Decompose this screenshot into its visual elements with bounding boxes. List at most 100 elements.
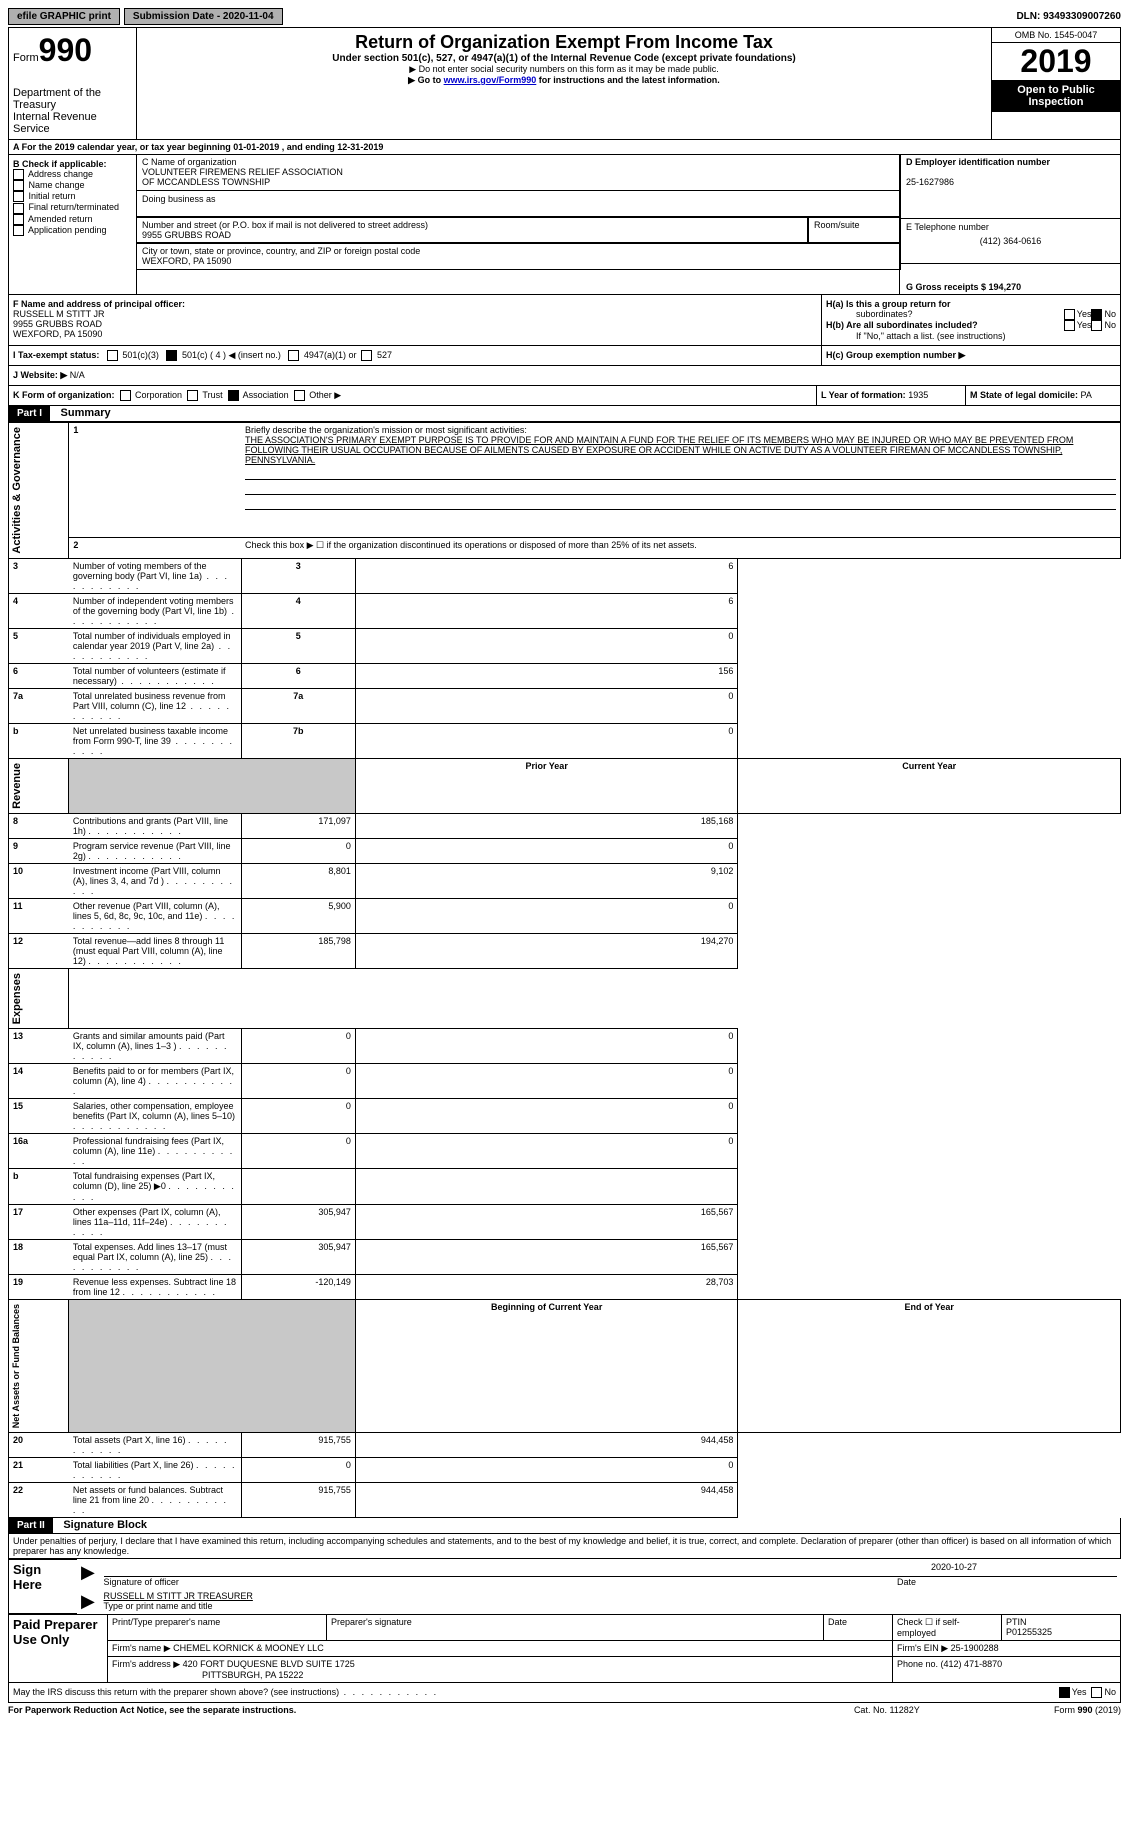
- preparer-name-label: Print/Type preparer's name: [108, 1615, 327, 1641]
- box-i: I Tax-exempt status: 501(c)(3) 501(c) ( …: [9, 346, 822, 365]
- telephone: (412) 364-0616: [906, 236, 1115, 246]
- firm-ein-label: Firm's EIN ▶: [897, 1643, 951, 1653]
- col-eoy: End of Year: [738, 1300, 1121, 1433]
- col-current-year: Current Year: [738, 758, 1121, 813]
- ein: 25-1627986: [906, 177, 954, 187]
- form-subtitle: Under section 501(c), 527, or 4947(a)(1)…: [141, 53, 987, 64]
- irs: Internal Revenue Service: [13, 111, 132, 135]
- omb-number: OMB No. 1545-0047: [992, 28, 1120, 43]
- dba: Doing business as: [136, 190, 901, 218]
- q2: Check this box ▶ ☐ if the organization d…: [241, 538, 1120, 558]
- table-row: 16aProfessional fundraising fees (Part I…: [9, 1134, 1121, 1169]
- box-b-item: Initial return: [13, 191, 132, 202]
- city-label: City or town, state or province, country…: [142, 246, 420, 256]
- part-2-title: Signature Block: [55, 1519, 147, 1531]
- form-header: Form990 Department of the Treasury Inter…: [8, 27, 1121, 140]
- box-b-item: Final return/terminated: [13, 202, 132, 213]
- addr-label: Number and street (or P.O. box if mail i…: [142, 220, 428, 230]
- pra-notice: For Paperwork Reduction Act Notice, see …: [8, 1705, 854, 1715]
- table-row: 22Net assets or fund balances. Subtract …: [9, 1483, 1121, 1518]
- ptin-label: PTIN: [1006, 1617, 1027, 1627]
- efile-print-button[interactable]: efile GRAPHIC print: [8, 8, 120, 25]
- table-row: 6Total number of volunteers (estimate if…: [9, 663, 1121, 688]
- box-b-item: Amended return: [13, 214, 132, 225]
- part-1-table: Activities & Governance 1 Briefly descri…: [8, 422, 1121, 1518]
- group-rev: Revenue: [9, 759, 25, 813]
- date-label: Date: [897, 1577, 1117, 1587]
- topbar: efile GRAPHIC print Submission Date - 20…: [8, 8, 1121, 25]
- table-row: bTotal fundraising expenses (Part IX, co…: [9, 1169, 1121, 1205]
- box-f: F Name and address of principal officer:…: [9, 295, 822, 345]
- sign-here: Sign Here: [13, 1562, 42, 1592]
- declaration: Under penalties of perjury, I declare th…: [8, 1534, 1121, 1559]
- box-g: G Gross receipts $ 194,270: [906, 282, 1021, 292]
- table-row: 4Number of independent voting members of…: [9, 593, 1121, 628]
- self-employed-check: Check ☐ if self-employed: [893, 1615, 1002, 1641]
- table-row: 9Program service revenue (Part VIII, lin…: [9, 838, 1121, 863]
- box-h-c: H(c) Group exemption number ▶: [822, 346, 1120, 365]
- table-row: 20Total assets (Part X, line 16) 915,755…: [9, 1433, 1121, 1458]
- org-name-1: VOLUNTEER FIREMENS RELIEF ASSOCIATION: [142, 167, 343, 177]
- firm-ein: 25-1900288: [951, 1643, 999, 1653]
- col-bcy: Beginning of Current Year: [355, 1300, 738, 1433]
- form-title: Return of Organization Exempt From Incom…: [141, 32, 987, 53]
- box-b-item: Address change: [13, 169, 132, 180]
- table-row: 18Total expenses. Add lines 13–17 (must …: [9, 1240, 1121, 1275]
- table-row: 21Total liabilities (Part X, line 26) 00: [9, 1458, 1121, 1483]
- open-public-inspection: Open to Public Inspection: [992, 80, 1120, 112]
- dept-treasury: Department of the Treasury: [13, 87, 132, 111]
- part-1-label: Part I: [9, 406, 50, 421]
- firm-addr-1: 420 FORT DUQUESNE BLVD SUITE 1725: [183, 1659, 355, 1669]
- box-c-label: C Name of organization: [142, 157, 237, 167]
- table-row: 7aTotal unrelated business revenue from …: [9, 688, 1121, 723]
- table-row: 5Total number of individuals employed in…: [9, 628, 1121, 663]
- table-row: 10Investment income (Part VIII, column (…: [9, 863, 1121, 898]
- table-row: 12Total revenue—add lines 8 through 11 (…: [9, 933, 1121, 968]
- box-b-item: Name change: [13, 180, 132, 191]
- firm-addr-2: PITTSBURGH, PA 15222: [112, 1670, 303, 1680]
- table-row: 11Other revenue (Part VIII, column (A), …: [9, 898, 1121, 933]
- ptin: P01255325: [1006, 1627, 1052, 1637]
- box-k: K Form of organization: Corporation Trus…: [9, 386, 817, 405]
- table-row: 3Number of voting members of the governi…: [9, 558, 1121, 593]
- sig-date-value: 2020-10-27: [931, 1562, 977, 1576]
- city-state-zip: WEXFORD, PA 15090: [142, 256, 231, 266]
- firm-phone: (412) 471-8870: [941, 1659, 1003, 1669]
- goto-instructions: ▶ Go to www.irs.gov/Form990 for instruct…: [141, 75, 987, 86]
- tax-year: 2019: [992, 43, 1120, 80]
- group-ag: Activities & Governance: [9, 423, 25, 558]
- q1: Briefly describe the organization's miss…: [245, 425, 527, 435]
- box-b-item: Application pending: [13, 225, 132, 236]
- box-b: B Check if applicable: Address change Na…: [9, 155, 137, 294]
- part-2-label: Part II: [9, 1518, 53, 1533]
- type-print-label: Type or print name and title: [104, 1601, 1118, 1611]
- box-d-label: D Employer identification number: [906, 157, 1050, 167]
- box-e-label: E Telephone number: [906, 222, 989, 232]
- col-prior-year: Prior Year: [355, 758, 738, 813]
- period-line-a: A For the 2019 calendar year, or tax yea…: [8, 140, 1121, 155]
- form-footer: Form 990 (2019): [1054, 1705, 1121, 1715]
- form-word: Form: [13, 52, 39, 64]
- preparer-sig-label: Preparer's signature: [327, 1615, 824, 1641]
- table-row: bNet unrelated business taxable income f…: [9, 723, 1121, 758]
- group-nab: Net Assets or Fund Balances: [9, 1300, 23, 1432]
- table-row: 13Grants and similar amounts paid (Part …: [9, 1029, 1121, 1064]
- sig-officer-label: Signature of officer: [104, 1577, 898, 1587]
- box-h: H(a) Is this a group return for subordin…: [822, 295, 1120, 345]
- form-number: 990: [39, 32, 92, 68]
- table-row: 17Other expenses (Part IX, column (A), l…: [9, 1205, 1121, 1240]
- officer-name: RUSSELL M STITT JR TREASURER: [104, 1591, 1118, 1601]
- box-l: L Year of formation: 1935: [817, 386, 966, 405]
- table-row: 19Revenue less expenses. Subtract line 1…: [9, 1275, 1121, 1300]
- firm-addr-label: Firm's address ▶: [112, 1659, 183, 1669]
- discuss-row: May the IRS discuss this return with the…: [8, 1683, 1121, 1703]
- part-1-title: Summary: [53, 407, 111, 419]
- table-row: 14Benefits paid to or for members (Part …: [9, 1064, 1121, 1099]
- paid-preparer: Paid Preparer Use Only: [13, 1617, 98, 1647]
- org-name-2: OF MCCANDLESS TOWNSHIP: [142, 177, 270, 187]
- mission: THE ASSOCIATION'S PRIMARY EXEMPT PURPOSE…: [245, 435, 1073, 465]
- room-suite: Room/suite: [807, 216, 901, 244]
- firm-name-label: Firm's name ▶: [112, 1643, 173, 1653]
- dln: DLN: 93493309007260: [1016, 11, 1121, 22]
- form990-link[interactable]: www.irs.gov/Form990: [444, 75, 537, 85]
